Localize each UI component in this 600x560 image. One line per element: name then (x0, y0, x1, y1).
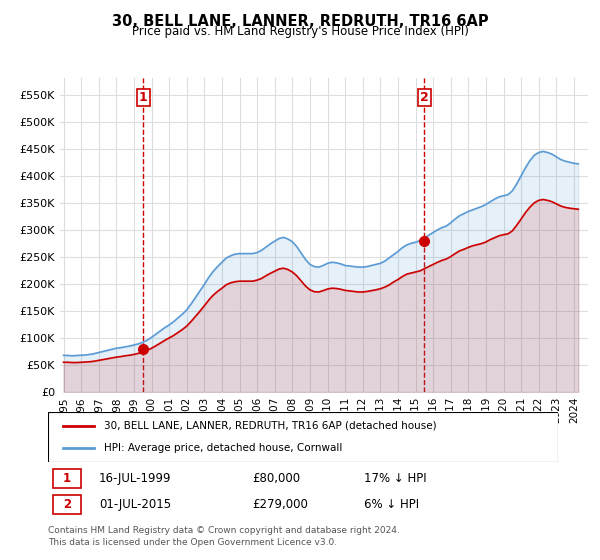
Text: HPI: Average price, detached house, Cornwall: HPI: Average price, detached house, Corn… (104, 443, 343, 453)
Text: Contains HM Land Registry data © Crown copyright and database right 2024.: Contains HM Land Registry data © Crown c… (48, 526, 400, 535)
FancyBboxPatch shape (53, 494, 81, 514)
Text: £279,000: £279,000 (252, 498, 308, 511)
Text: 1: 1 (63, 472, 71, 485)
Text: This data is licensed under the Open Government Licence v3.0.: This data is licensed under the Open Gov… (48, 538, 337, 547)
Text: 2: 2 (63, 498, 71, 511)
Text: 01-JUL-2015: 01-JUL-2015 (99, 498, 171, 511)
Text: 30, BELL LANE, LANNER, REDRUTH, TR16 6AP (detached house): 30, BELL LANE, LANNER, REDRUTH, TR16 6AP… (104, 421, 437, 431)
Text: 2: 2 (420, 91, 428, 104)
FancyBboxPatch shape (53, 469, 81, 488)
Text: 17% ↓ HPI: 17% ↓ HPI (364, 472, 427, 485)
Text: 30, BELL LANE, LANNER, REDRUTH, TR16 6AP: 30, BELL LANE, LANNER, REDRUTH, TR16 6AP (112, 14, 488, 29)
Text: Price paid vs. HM Land Registry's House Price Index (HPI): Price paid vs. HM Land Registry's House … (131, 25, 469, 38)
FancyBboxPatch shape (48, 412, 558, 462)
Text: 16-JUL-1999: 16-JUL-1999 (99, 472, 172, 485)
Text: 6% ↓ HPI: 6% ↓ HPI (364, 498, 419, 511)
Text: £80,000: £80,000 (252, 472, 300, 485)
Text: 1: 1 (139, 91, 148, 104)
